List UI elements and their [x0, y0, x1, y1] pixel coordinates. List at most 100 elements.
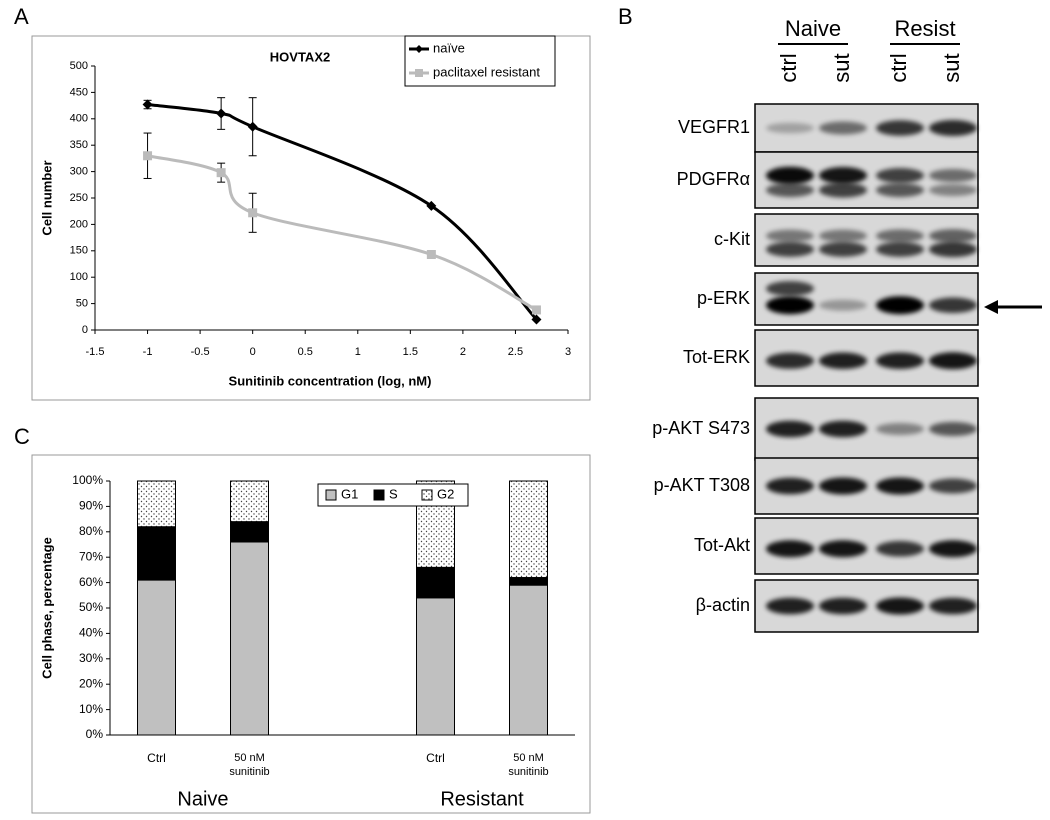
blot-band [929, 229, 977, 243]
x-tick-label-box: 50 nM sunitinib [229, 752, 270, 778]
blot-band [819, 477, 867, 495]
marker [247, 121, 258, 132]
blot-band [819, 229, 867, 243]
blot-band [876, 168, 924, 184]
blot-band [819, 597, 867, 615]
blot-row-label: PDGFRα [677, 169, 750, 189]
blot-band [766, 166, 814, 185]
blot-band [819, 167, 867, 185]
marker [143, 151, 153, 161]
blot-band [876, 423, 924, 435]
marker [142, 99, 153, 110]
y-tick-label: 100% [72, 473, 103, 487]
blot-band [929, 184, 977, 197]
panel-letter: C [14, 424, 30, 449]
x-tick-label: Ctrl [426, 751, 445, 765]
blot-band [929, 422, 977, 436]
blot-band [819, 420, 867, 438]
group-label: Naive [177, 788, 228, 810]
y-tick-label: 250 [70, 192, 88, 204]
blot-band [929, 169, 977, 183]
legend-box [404, 35, 556, 87]
blot-band [766, 420, 814, 438]
blot-band [876, 229, 924, 243]
y-tick-label: 70% [79, 549, 103, 563]
blot-band [766, 597, 814, 615]
y-tick-label: 350 [70, 139, 88, 151]
bar-segment [509, 577, 548, 586]
marker [531, 305, 541, 315]
legend-swatch [421, 489, 433, 501]
blot-band [766, 352, 814, 369]
blot-band [929, 241, 977, 258]
blot-band [876, 597, 924, 615]
y-axis-label: Cell number [39, 160, 54, 235]
series-line [147, 103, 538, 321]
group-header: Resist [894, 16, 955, 41]
x-tick-label: Ctrl [147, 751, 166, 765]
y-tick-label: 50% [79, 600, 103, 614]
bar-segment [509, 584, 548, 736]
blot-band [766, 281, 814, 297]
blot-row-label: p-AKT T308 [654, 475, 750, 495]
blot-band [876, 183, 924, 198]
marker [216, 108, 227, 119]
y-tick-label: 20% [79, 676, 103, 690]
blot-band [766, 296, 814, 315]
x-tick-label: 2.5 [508, 346, 523, 358]
bar-segment [137, 526, 176, 581]
group-header: Naive [785, 16, 841, 41]
blot-band [929, 352, 977, 370]
bar-segment [416, 597, 455, 736]
chart-title: HOVTAX2 [270, 49, 330, 64]
x-tick-label: 1 [355, 346, 361, 358]
y-tick-label: 80% [79, 524, 103, 538]
blot-row-label: p-ERK [697, 288, 750, 308]
bar-segment [416, 566, 455, 599]
y-tick-label: 100 [70, 271, 88, 283]
legend-label: paclitaxel resistant [433, 64, 540, 79]
blot-row-label: β-actin [696, 595, 750, 615]
blot-row-label: VEGFR1 [678, 117, 750, 137]
legend-marker [415, 45, 423, 53]
x-tick-label: 2 [460, 346, 466, 358]
blot-band [929, 120, 977, 136]
x-tick-label: 50 nM sunitinib [229, 752, 270, 778]
marker [426, 249, 436, 259]
marker [248, 208, 258, 218]
y-tick-label: 50 [76, 298, 88, 310]
lane-label: ctrl [886, 53, 911, 82]
y-tick-label: 150 [70, 245, 88, 257]
blot-band [766, 229, 814, 243]
bar-segment [230, 521, 269, 543]
blot-band [819, 299, 867, 311]
lane-label: sut [829, 53, 854, 82]
x-tick-label: 3 [565, 346, 571, 358]
x-tick-label: 0.5 [298, 346, 313, 358]
blot-row-label: Tot-Akt [694, 535, 750, 555]
series-line [147, 154, 538, 312]
y-tick-label: 300 [70, 166, 88, 178]
y-tick-label: 400 [70, 113, 88, 125]
panel-a-frame [31, 35, 591, 401]
blot-band [766, 241, 814, 257]
blot-band [819, 241, 867, 257]
y-tick-label: 200 [70, 218, 88, 230]
blot-band [766, 540, 814, 558]
bar-segment [230, 541, 269, 736]
blot-band [766, 122, 814, 134]
x-tick-label: 0 [250, 346, 256, 358]
group-label: Resistant [440, 788, 524, 810]
legend-swatch [373, 489, 385, 501]
blot-band [766, 183, 814, 198]
blot-row-label: Tot-ERK [683, 347, 750, 367]
blot-band [876, 296, 924, 315]
blot-band [819, 182, 867, 198]
marker [531, 314, 542, 325]
blot-band [876, 352, 924, 370]
blot-band [929, 478, 977, 494]
lane-label: ctrl [776, 53, 801, 82]
x-tick-label-box: Ctrl [147, 751, 166, 765]
